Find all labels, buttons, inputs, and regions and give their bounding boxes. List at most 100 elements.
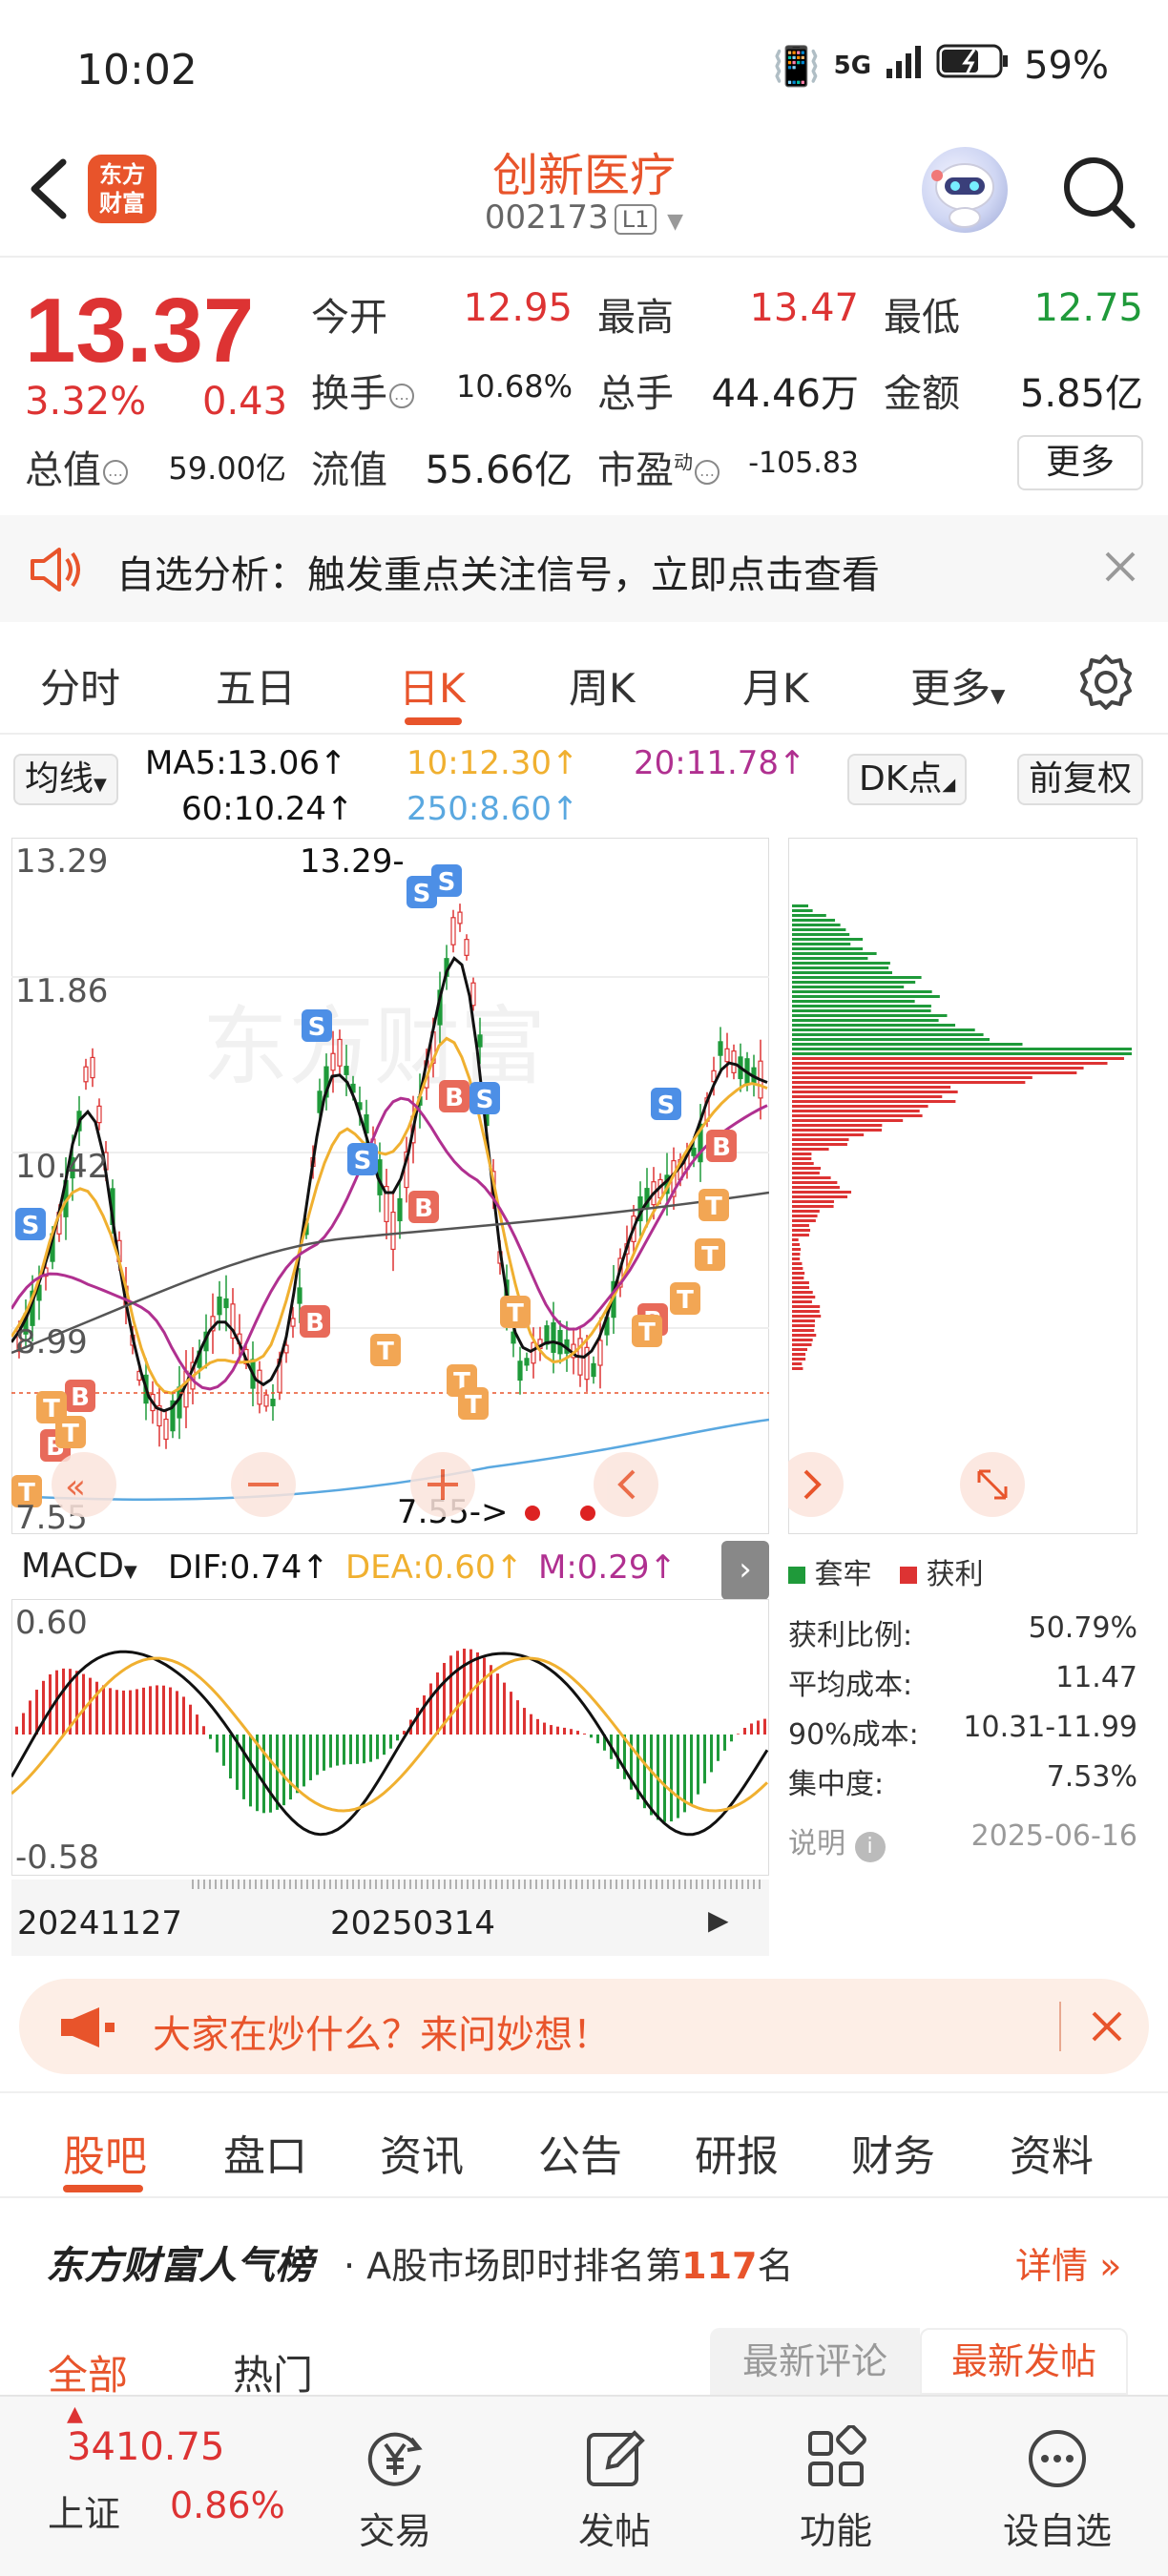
rank-detail-link[interactable]: 详情 » [1015,2245,1122,2287]
chip-bar [792,1186,840,1189]
tab-weekly-k[interactable]: 周K [569,665,636,712]
note-link[interactable]: 说明 [788,1827,845,1860]
macd-bar [516,1700,519,1735]
battery-icon [936,42,1011,90]
candle-body [70,1156,75,1179]
tab-research[interactable]: 研报 [695,2132,779,2181]
tab-orderbook[interactable]: 盘口 [223,2132,307,2181]
chip-bar [792,995,940,998]
ma-selector[interactable]: 均线▼ [13,754,118,805]
chip-bar [792,1200,835,1203]
stock-name[interactable]: 创新医疗 [491,149,676,202]
step-left-button[interactable] [594,1452,658,1517]
tab-profile[interactable]: 资料 [1010,2132,1094,2181]
notice-bar[interactable]: 自选分析：触发重点关注信号，立即点击查看 [0,515,1168,622]
sort-latest-post[interactable]: 最新发帖 [920,2328,1128,2395]
chip-bar [792,1210,820,1213]
chip-bar [792,1315,822,1318]
macd-bar [182,1696,185,1735]
macd-bar [42,1680,45,1735]
chip-bar [792,1215,818,1217]
close-icon[interactable] [1088,2007,1126,2046]
avg-cost-row: 平均成本: 11.47 [788,1661,1137,1702]
m-value: M:0.29↑ [538,1548,677,1587]
tab-news[interactable]: 资讯 [380,2132,464,2181]
info-icon[interactable]: … [103,460,128,485]
nav-post[interactable]: 发帖 [548,2397,681,2576]
macd-bar [55,1670,58,1735]
tab-five-day[interactable]: 五日 [216,665,297,712]
tab-intraday[interactable]: 分时 [40,665,121,712]
macd-bar [176,1691,178,1735]
tab-monthly-k[interactable]: 月K [742,665,809,712]
macd-bar [717,1735,720,1761]
stock-code-row[interactable]: 002173 L1 ▼ [0,198,1168,237]
macd-bar [389,1735,392,1749]
edit-icon [587,2430,645,2486]
nav-add-watchlist[interactable]: 设自选 [991,2397,1124,2576]
event-dot[interactable] [525,1506,540,1521]
chip-bar [792,1081,1026,1084]
macd-bar [115,1690,118,1735]
macd-bar [643,1735,646,1809]
filter-hot[interactable]: 热门 [233,2352,314,2399]
signal-badge [699,1189,729,1221]
chip-bar [792,909,813,912]
tab-daily-k[interactable]: 日K [399,665,466,712]
close-icon[interactable] [1099,546,1141,588]
tab-more[interactable]: 更多▼ [910,665,1006,712]
macd-chart[interactable]: 0.60 -0.58 [11,1599,769,1876]
dk-selector[interactable]: DK点◢ [847,754,968,805]
kline-chart[interactable]: 东方财富 SSSSSSSBBBBBBBTTTTTTTTTTT 13.29 11.… [11,838,769,1534]
tab-forum[interactable]: 股吧 [63,2132,147,2181]
search-icon[interactable] [1057,151,1139,233]
info-icon[interactable]: … [695,460,720,485]
next-indicator-button[interactable]: › [721,1541,769,1600]
info-icon[interactable]: … [389,384,414,408]
candle-body [223,1298,229,1309]
macd-bar [142,1687,145,1735]
info-icon[interactable]: i [854,1832,886,1862]
chip-bar [792,1191,852,1194]
signal-letter: T [377,1338,394,1366]
nav-trade[interactable]: 交易 [328,2397,462,2576]
signal-badge [500,1296,531,1328]
cost90-row: 90%成本: 10.31-11.99 [788,1711,1137,1752]
ask-promo-bar[interactable]: 大家在炒什么？来问妙想！ [19,1979,1149,2074]
step-right-button[interactable] [788,1452,844,1517]
tab-financials[interactable]: 财务 [851,2132,935,2181]
chip-bar [792,1167,822,1170]
chip-bar [792,1234,809,1236]
macd-bar [269,1735,272,1813]
chip-distribution-chart[interactable] [788,838,1137,1534]
more-button[interactable]: 更多 [1017,435,1143,490]
index-ticker[interactable]: ▲ 3410.75 上证 0.86% [48,2397,296,2576]
tab-announcements[interactable]: 公告 [538,2132,622,2181]
macd-bar [323,1735,325,1771]
sort-latest-comment[interactable]: 最新评论 [710,2328,920,2395]
battery-level: 59% [1024,44,1109,88]
gear-icon[interactable] [1076,653,1136,712]
signal-letter: S [413,880,431,908]
chip-bar [792,1334,817,1337]
event-dot[interactable] [580,1506,595,1521]
signal-badge [15,1208,46,1240]
chip-bar [792,1005,931,1008]
filter-all[interactable]: 全部 [48,2352,129,2399]
play-icon[interactable]: ▶ [708,1904,729,1936]
scroll-left-button[interactable] [52,1452,116,1517]
popularity-rank[interactable]: 东方财富人气榜 · A股市场即时排名第117名 详情 » [0,2213,1168,2299]
macd-bar [603,1735,606,1751]
nav-features[interactable]: 功能 [769,2397,903,2576]
chip-bar [792,1291,813,1294]
robot-assistant-icon[interactable] [922,147,1008,233]
concentration-row: 集中度: 7.53% [788,1760,1137,1801]
back-button[interactable] [21,151,78,227]
indicator-selector[interactable]: MACD▼ [11,1543,147,1594]
high-marker: 13.29- [300,842,405,881]
macd-bar [683,1735,686,1813]
adjust-selector[interactable]: 前复权 [1017,754,1144,805]
open-label: 今开 [311,296,387,340]
date-axis[interactable]: 20241127 20250314 ▶ [11,1880,769,1956]
chip-bar [792,1071,1077,1074]
